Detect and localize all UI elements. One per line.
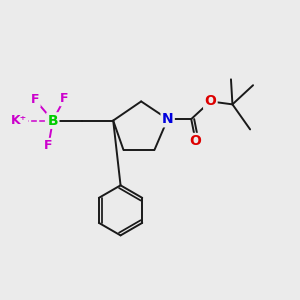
Text: K⁺: K⁺ bbox=[11, 114, 27, 127]
Text: F: F bbox=[31, 93, 39, 106]
Text: O: O bbox=[204, 94, 216, 108]
Text: O: O bbox=[190, 134, 202, 148]
Text: N: N bbox=[162, 112, 173, 126]
Text: B: B bbox=[47, 114, 58, 128]
Text: F: F bbox=[60, 92, 69, 105]
Text: F: F bbox=[44, 139, 53, 152]
